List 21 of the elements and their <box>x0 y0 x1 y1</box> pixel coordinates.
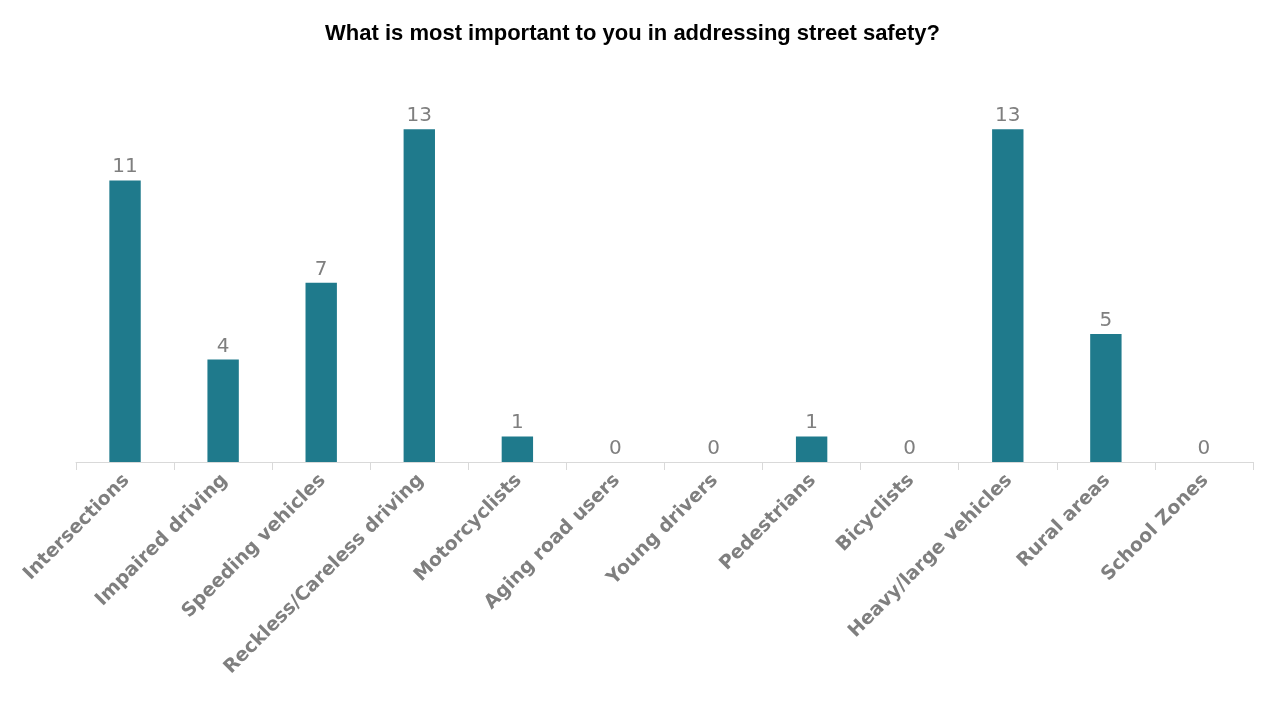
bar <box>403 129 435 462</box>
bar <box>795 436 828 462</box>
bar <box>1090 334 1122 462</box>
data-label: 4 <box>216 332 230 357</box>
data-label: 13 <box>406 102 433 127</box>
data-label: 0 <box>609 435 622 459</box>
data-label: 5 <box>1099 307 1113 331</box>
data-label: 13 <box>995 102 1021 127</box>
data-label: 7 <box>314 255 328 280</box>
data-label: 0 <box>707 435 720 459</box>
data-label: 1 <box>511 409 524 434</box>
data-label: 1 <box>805 409 818 434</box>
chart-title: What is most important to you in addressing street safety? <box>325 19 940 45</box>
bar <box>207 359 239 462</box>
data-label: 0 <box>903 435 917 459</box>
data-label: 11 <box>112 153 138 178</box>
bar <box>992 129 1024 462</box>
data-label: 0 <box>1197 435 1211 459</box>
bar <box>501 436 534 462</box>
bar <box>305 282 337 462</box>
bar <box>109 180 141 462</box>
